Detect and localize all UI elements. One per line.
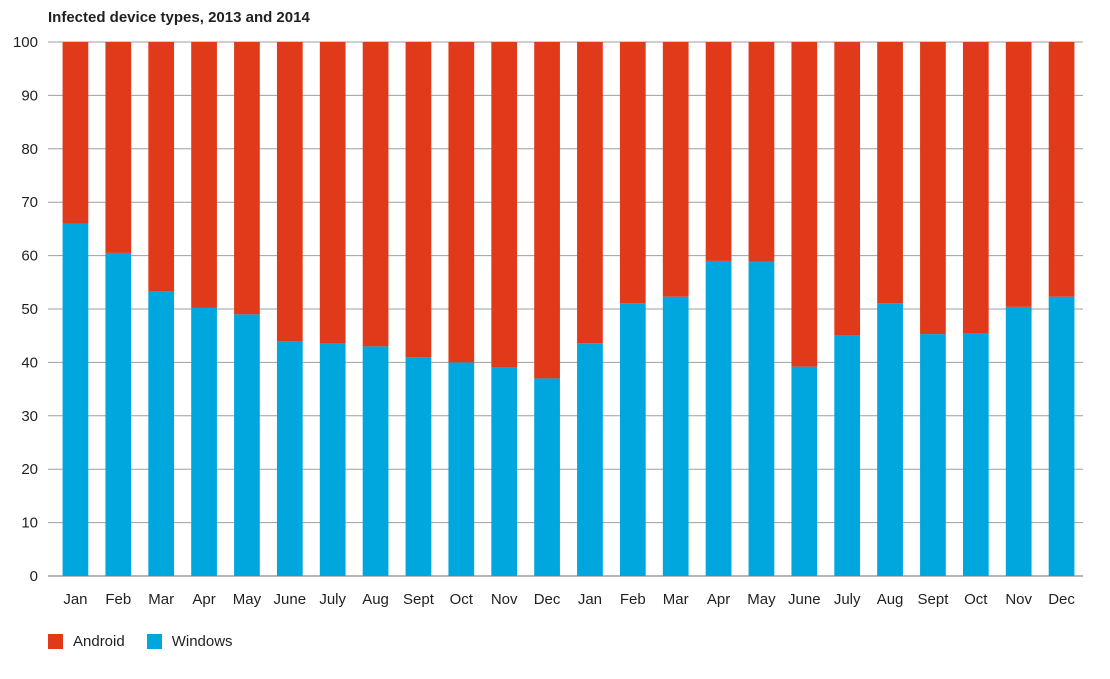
bar-windows: [62, 223, 89, 576]
x-tick-label: Mar: [663, 591, 689, 608]
y-tick-label: 100: [13, 34, 38, 51]
x-tick-label: Apr: [707, 591, 730, 608]
legend: Android Windows: [48, 633, 255, 650]
x-tick-label: Aug: [362, 591, 389, 608]
x-tick-label: Apr: [192, 591, 215, 608]
bar-android: [619, 42, 646, 304]
bar-android: [234, 42, 260, 315]
bar-windows: [748, 261, 775, 576]
bar-windows: [276, 341, 303, 576]
x-tick-label: Dec: [534, 591, 561, 608]
x-tick-label: Oct: [964, 591, 988, 608]
x-tick-label: Nov: [1005, 591, 1032, 608]
legend-label-windows: Windows: [171, 633, 233, 650]
bar-windows: [405, 357, 432, 576]
y-tick-label: 0: [30, 568, 38, 585]
bar-android: [191, 42, 217, 308]
y-tick-label: 70: [21, 194, 38, 211]
bar-android: [791, 42, 818, 367]
x-tick-label: Sept: [918, 591, 950, 608]
y-tick-label: 20: [21, 461, 38, 478]
x-tick-label: Mar: [148, 591, 174, 608]
bar-windows: [791, 366, 818, 576]
bar-android: [534, 42, 560, 379]
x-tick-label: Dec: [1048, 591, 1075, 608]
bar-android: [962, 42, 989, 334]
legend-item-android: Android: [48, 633, 125, 650]
bar-android: [1048, 42, 1075, 297]
bar-windows: [105, 252, 132, 576]
legend-swatch-windows: [146, 634, 162, 649]
bar-android: [1005, 42, 1032, 307]
x-tick-label: July: [834, 591, 861, 608]
x-tick-label: May: [747, 591, 776, 608]
bar-windows: [1005, 306, 1032, 576]
bar-windows: [1048, 296, 1075, 576]
bar-android: [920, 42, 946, 335]
x-tick-label: Jan: [578, 591, 602, 608]
bar-windows: [234, 314, 260, 576]
bar-android: [448, 42, 475, 363]
bar-android: [877, 42, 903, 304]
legend-item-windows: Windows: [146, 633, 233, 650]
bar-windows: [577, 343, 603, 576]
bar-windows: [319, 343, 346, 576]
x-tick-label: May: [233, 591, 262, 608]
chart-title: Infected device types, 2013 and 2014: [48, 9, 310, 26]
bar-windows: [877, 303, 903, 576]
bar-windows: [920, 334, 946, 576]
y-tick-label: 40: [21, 354, 38, 371]
x-tick-label: Feb: [620, 591, 646, 608]
x-tick-label: Nov: [491, 591, 518, 608]
bar-android: [748, 42, 775, 262]
x-tick-label: Feb: [105, 591, 131, 608]
bar-windows: [534, 378, 560, 576]
x-tick-label: June: [788, 591, 821, 608]
bar-android: [62, 42, 89, 224]
bar-android: [577, 42, 603, 344]
bar-android: [705, 42, 732, 261]
y-tick-label: 60: [21, 248, 38, 265]
x-tick-label: July: [319, 591, 346, 608]
bar-windows: [148, 291, 175, 576]
y-tick-label: 90: [21, 87, 38, 104]
y-tick-label: 30: [21, 408, 38, 425]
bar-windows: [191, 307, 217, 576]
bar-android: [276, 42, 303, 342]
bar-android: [662, 42, 689, 297]
bar-android: [148, 42, 175, 292]
legend-swatch-android: [48, 634, 63, 649]
bar-android: [491, 42, 518, 368]
bar-windows: [705, 260, 732, 576]
bar-windows: [491, 367, 518, 576]
bar-windows: [962, 333, 989, 576]
bar-android: [362, 42, 389, 347]
bar-windows: [448, 362, 475, 576]
bar-android: [319, 42, 346, 344]
x-tick-label: June: [274, 591, 307, 608]
x-tick-label: Jan: [63, 591, 87, 608]
bar-android: [405, 42, 432, 358]
bar-android: [105, 42, 132, 253]
y-tick-label: 50: [21, 301, 38, 318]
bar-android: [834, 42, 861, 336]
bar-windows: [662, 296, 689, 576]
bar-windows: [834, 335, 861, 576]
x-tick-label: Sept: [403, 591, 435, 608]
x-tick-label: Oct: [450, 591, 474, 608]
bar-windows: [619, 303, 646, 576]
legend-label-android: Android: [73, 633, 125, 650]
y-tick-label: 10: [21, 515, 38, 532]
bar-windows: [362, 346, 389, 576]
x-tick-label: Aug: [877, 591, 904, 608]
y-tick-label: 80: [21, 141, 38, 158]
